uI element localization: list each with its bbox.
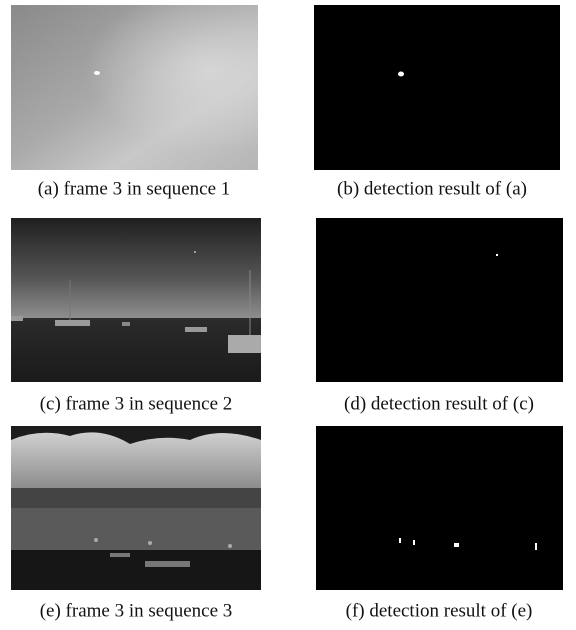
caption: (b) detection result of (a) [337, 178, 527, 199]
caption: (c) frame 3 in sequence 2 [40, 393, 233, 414]
caption: (f) detection result of (e) [346, 600, 533, 621]
caption: (a) frame 3 in sequence 1 [38, 178, 231, 199]
image-a [11, 5, 258, 170]
image-e [11, 426, 261, 590]
image-f [316, 426, 563, 590]
image-d [316, 218, 563, 382]
caption: (e) frame 3 in sequence 3 [40, 600, 233, 621]
caption: (d) detection result of (c) [344, 393, 534, 414]
figure: (a) frame 3 in sequence 1 (b) detection … [0, 0, 576, 630]
image-c [11, 218, 261, 382]
image-b [314, 5, 560, 170]
